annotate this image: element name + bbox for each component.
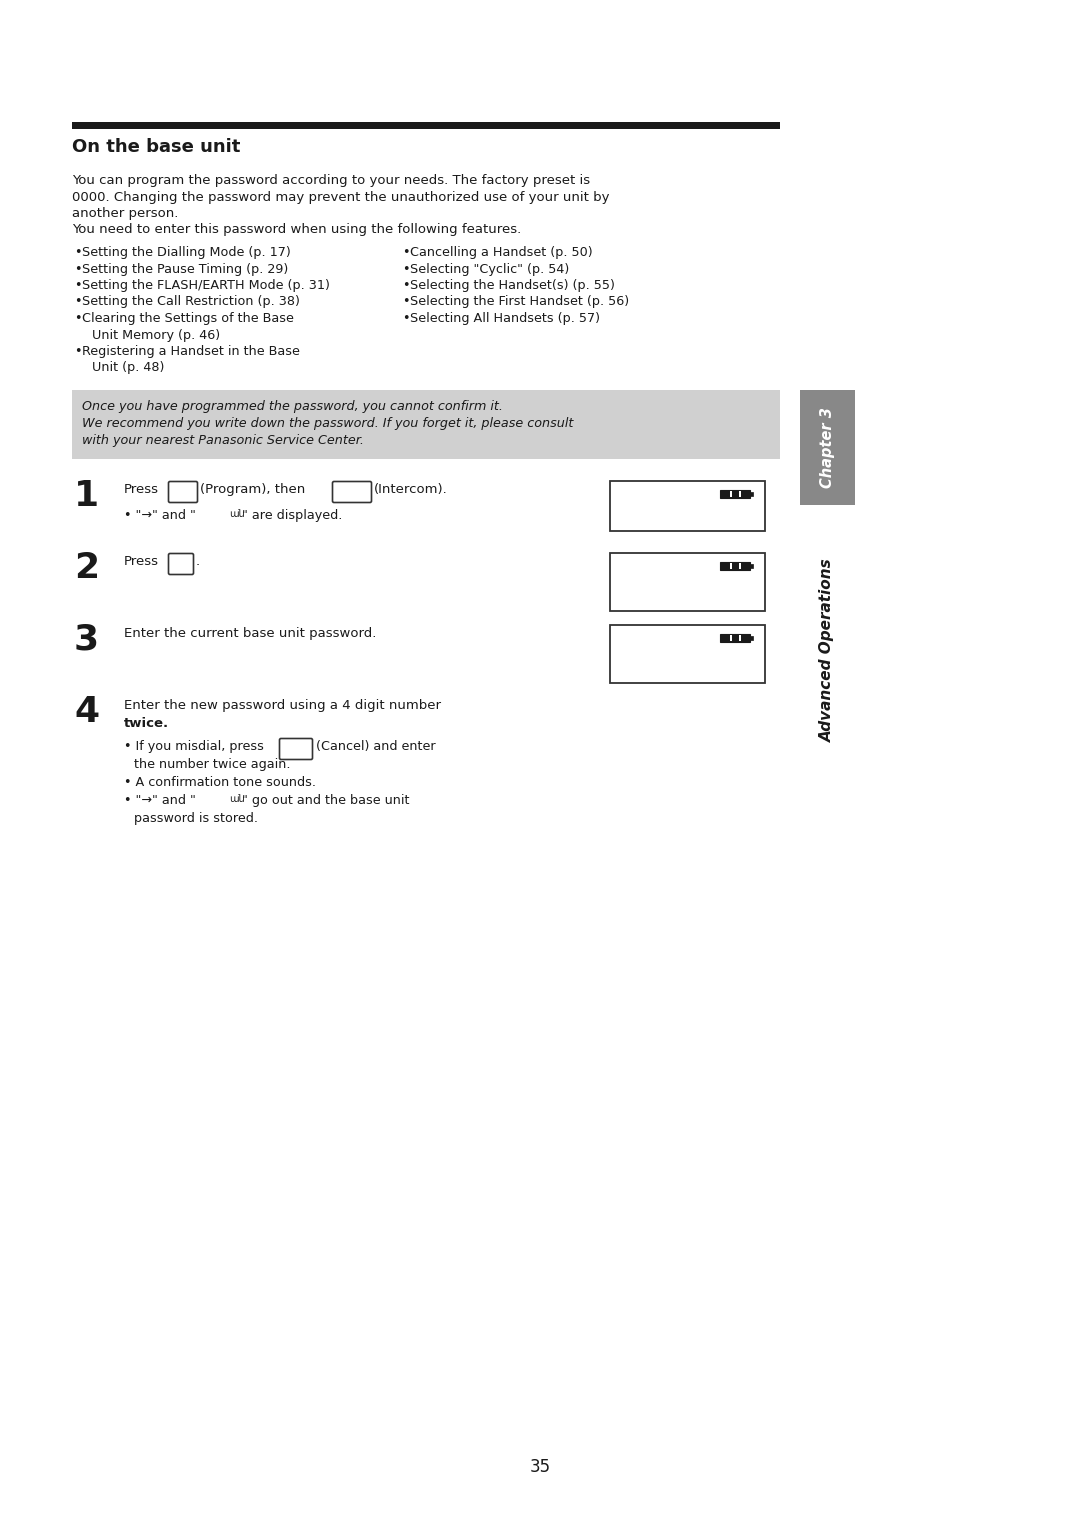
Text: Enter the new password using a 4 digit number: Enter the new password using a 4 digit n… — [124, 698, 441, 712]
Text: Setting the Pause Timing (p. 29): Setting the Pause Timing (p. 29) — [82, 263, 288, 275]
Text: Press: Press — [124, 483, 159, 497]
FancyBboxPatch shape — [168, 481, 198, 503]
Text: •: • — [402, 263, 409, 275]
Text: 35: 35 — [529, 1458, 551, 1476]
Text: • "→" and ": • "→" and " — [124, 509, 195, 523]
Text: .: . — [195, 555, 200, 568]
Bar — [72, 122, 780, 128]
Text: •: • — [75, 280, 81, 292]
Text: Selecting the Handset(s) (p. 55): Selecting the Handset(s) (p. 55) — [410, 280, 615, 292]
Text: ան: ան — [229, 509, 245, 520]
Text: 3: 3 — [75, 623, 99, 657]
Text: ան: ան — [627, 489, 640, 498]
Text: another person.: another person. — [72, 206, 178, 220]
Text: • A confirmation tone sounds.: • A confirmation tone sounds. — [124, 776, 316, 788]
Text: Setting the FLASH/EARTH Mode (p. 31): Setting the FLASH/EARTH Mode (p. 31) — [82, 280, 329, 292]
Text: •: • — [75, 295, 81, 309]
Text: Unit Memory (p. 46): Unit Memory (p. 46) — [92, 329, 220, 341]
Text: On the base unit: On the base unit — [72, 138, 241, 156]
Bar — [750, 492, 753, 497]
Text: 5: 5 — [177, 558, 186, 570]
Text: →: → — [678, 633, 687, 643]
Bar — [739, 490, 741, 497]
Bar — [720, 490, 750, 498]
Text: •: • — [402, 295, 409, 309]
Text: →: → — [678, 489, 687, 500]
Text: ան: ան — [229, 795, 245, 804]
Bar — [610, 625, 765, 683]
Text: 1: 1 — [75, 478, 99, 513]
Text: •: • — [75, 345, 81, 358]
Bar — [610, 553, 765, 611]
Text: Advanced Operations: Advanced Operations — [820, 558, 835, 743]
Text: 0000. Changing the password may prevent the unauthorized use of your unit by: 0000. Changing the password may prevent … — [72, 191, 609, 203]
Text: Selecting the First Handset (p. 56): Selecting the First Handset (p. 56) — [410, 295, 630, 309]
Bar — [739, 636, 741, 642]
Text: We recommend you write down the password. If you forget it, please consult: We recommend you write down the password… — [82, 417, 573, 429]
Text: •: • — [402, 312, 409, 325]
Bar — [610, 481, 765, 532]
Text: Selecting All Handsets (p. 57): Selecting All Handsets (p. 57) — [410, 312, 600, 325]
Text: →: → — [178, 486, 188, 498]
Text: twice.: twice. — [124, 717, 170, 730]
Text: " go out and the base unit: " go out and the base unit — [242, 795, 409, 807]
FancyBboxPatch shape — [168, 553, 193, 575]
Text: Selecting "Cyclic" (p. 54): Selecting "Cyclic" (p. 54) — [410, 263, 569, 275]
Text: " are displayed.: " are displayed. — [242, 509, 342, 523]
Text: (Cancel) and enter: (Cancel) and enter — [316, 740, 435, 753]
Text: Y: Y — [618, 561, 625, 575]
Text: •: • — [402, 280, 409, 292]
Bar — [720, 634, 750, 642]
Text: •: • — [75, 263, 81, 275]
Text: You need to enter this password when using the following features.: You need to enter this password when usi… — [72, 223, 522, 237]
Text: 5  - - - -  - - - -: 5 - - - - - - - - — [618, 657, 720, 672]
Text: (Program), then: (Program), then — [200, 483, 306, 497]
Text: Clearing the Settings of the Base: Clearing the Settings of the Base — [82, 312, 294, 325]
Bar — [750, 564, 753, 568]
Text: 2: 2 — [75, 552, 99, 585]
FancyBboxPatch shape — [280, 738, 312, 759]
Text: ան: ան — [627, 633, 640, 642]
Text: Unit (p. 48): Unit (p. 48) — [92, 362, 164, 374]
Text: Registering a Handset in the Base: Registering a Handset in the Base — [82, 345, 300, 358]
Text: Chapter 3: Chapter 3 — [820, 406, 835, 487]
Text: 4: 4 — [75, 695, 99, 729]
Text: the number twice again.: the number twice again. — [134, 758, 291, 772]
Text: Setting the Call Restriction (p. 38): Setting the Call Restriction (p. 38) — [82, 295, 300, 309]
Text: Press: Press — [124, 555, 159, 568]
Text: •: • — [75, 312, 81, 325]
Text: Y: Y — [618, 633, 625, 646]
Text: Cancelling a Handset (p. 50): Cancelling a Handset (p. 50) — [410, 246, 593, 260]
Text: ◄/►: ◄/► — [287, 744, 306, 753]
Text: password is stored.: password is stored. — [134, 811, 258, 825]
Text: •: • — [402, 246, 409, 260]
Bar — [800, 390, 855, 504]
Text: (Intercom).: (Intercom). — [374, 483, 448, 497]
Text: You can program the password according to your needs. The factory preset is: You can program the password according t… — [72, 174, 590, 186]
Text: • "→" and ": • "→" and " — [124, 795, 195, 807]
Bar — [739, 562, 741, 568]
Text: •: • — [75, 246, 81, 260]
Text: Once you have programmed the password, you cannot confirm it.: Once you have programmed the password, y… — [82, 400, 503, 413]
Bar — [72, 390, 780, 458]
Text: ան: ան — [627, 561, 640, 570]
Text: • If you misdial, press: • If you misdial, press — [124, 740, 264, 753]
Text: 5  - - - -: 5 - - - - — [618, 585, 674, 601]
Bar — [730, 490, 732, 497]
Bar — [720, 562, 750, 570]
Text: Y: Y — [618, 489, 625, 503]
Text: with your nearest Panasonic Service Center.: with your nearest Panasonic Service Cent… — [82, 434, 364, 448]
Text: INT': INT' — [340, 487, 364, 497]
Bar — [750, 636, 753, 640]
Text: Setting the Dialling Mode (p. 17): Setting the Dialling Mode (p. 17) — [82, 246, 291, 260]
Bar — [730, 636, 732, 642]
Text: Enter the current base unit password.: Enter the current base unit password. — [124, 626, 376, 640]
Text: →: → — [678, 561, 687, 571]
Bar — [730, 562, 732, 568]
FancyBboxPatch shape — [333, 481, 372, 503]
